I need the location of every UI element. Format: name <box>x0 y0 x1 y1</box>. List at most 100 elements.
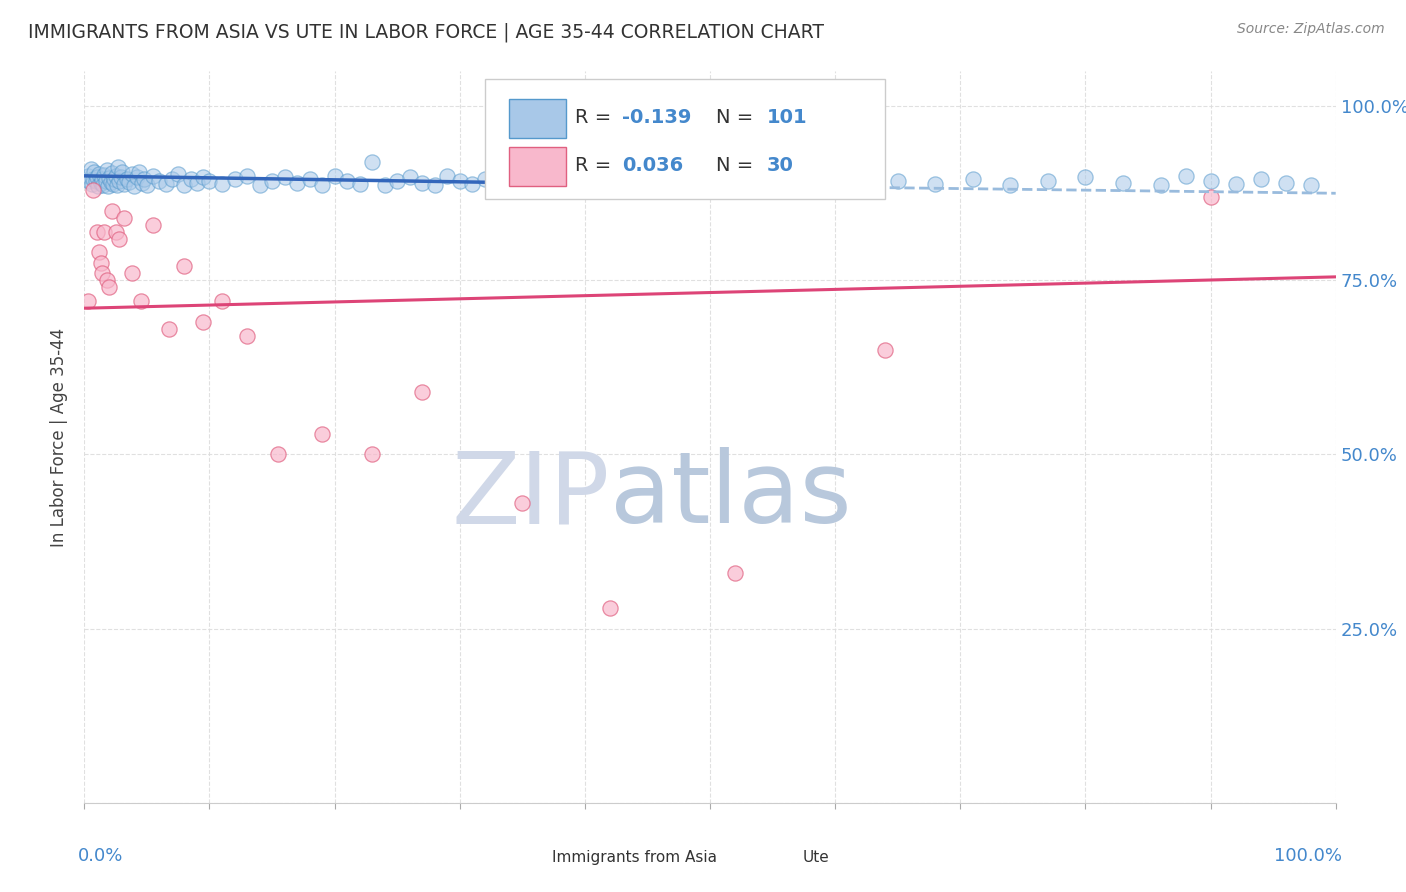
Point <box>180 172 202 186</box>
Point <box>1174 169 1197 183</box>
Point <box>262 174 284 188</box>
Point <box>134 172 156 186</box>
Point <box>599 600 621 615</box>
Point <box>111 165 134 179</box>
Point <box>724 566 747 580</box>
Point <box>411 176 433 190</box>
Text: 0.0%: 0.0% <box>79 847 124 864</box>
Point <box>512 496 534 510</box>
Text: -0.139: -0.139 <box>623 108 692 128</box>
Point <box>108 231 131 245</box>
Point <box>436 169 458 183</box>
Point <box>124 178 146 193</box>
Point <box>1250 172 1272 186</box>
Point <box>924 178 946 192</box>
Point <box>1225 178 1247 192</box>
Point <box>198 174 221 188</box>
Point <box>1199 190 1222 204</box>
Point <box>361 155 384 169</box>
Text: 0.036: 0.036 <box>623 156 683 175</box>
Point <box>323 169 346 183</box>
Point <box>673 174 696 188</box>
Point <box>298 172 321 186</box>
Point <box>374 178 396 192</box>
Point <box>1074 170 1097 185</box>
Point <box>773 178 796 192</box>
Text: 100.0%: 100.0% <box>1274 847 1341 864</box>
Point <box>699 170 721 185</box>
Point <box>89 167 111 181</box>
Point <box>84 174 107 188</box>
Point <box>101 178 124 192</box>
Point <box>1299 178 1322 192</box>
Point <box>112 178 135 192</box>
Text: Source: ZipAtlas.com: Source: ZipAtlas.com <box>1237 22 1385 37</box>
Point <box>101 166 124 180</box>
Point <box>461 178 484 192</box>
Point <box>77 169 100 183</box>
Point <box>449 174 471 188</box>
Point <box>160 171 183 186</box>
Point <box>142 218 165 232</box>
Point <box>385 174 409 188</box>
Point <box>93 168 115 182</box>
Point <box>1199 174 1222 188</box>
Point <box>737 176 759 190</box>
Text: R =: R = <box>575 108 617 128</box>
Point <box>105 178 128 192</box>
Point <box>236 169 259 183</box>
Point <box>110 169 132 184</box>
Point <box>96 163 118 178</box>
Point <box>82 183 104 197</box>
Point <box>887 174 910 188</box>
Point <box>94 174 117 188</box>
Point <box>90 266 112 280</box>
Point <box>103 172 125 186</box>
Point <box>875 343 897 357</box>
Text: atlas: atlas <box>610 447 852 544</box>
Point <box>96 273 118 287</box>
Point <box>91 178 114 192</box>
Point <box>236 329 259 343</box>
Text: IMMIGRANTS FROM ASIA VS UTE IN LABOR FORCE | AGE 35-44 CORRELATION CHART: IMMIGRANTS FROM ASIA VS UTE IN LABOR FOR… <box>28 22 824 42</box>
Point <box>624 176 647 190</box>
Point <box>129 294 152 309</box>
Point <box>285 176 308 190</box>
Point <box>82 172 104 186</box>
Point <box>349 178 371 192</box>
Point <box>1274 176 1296 190</box>
FancyBboxPatch shape <box>485 78 886 200</box>
Point <box>599 172 621 186</box>
Point <box>1112 176 1135 190</box>
Point <box>423 178 446 192</box>
Point <box>98 170 121 185</box>
Point <box>273 170 295 185</box>
Point <box>186 176 208 190</box>
Point <box>361 448 384 462</box>
Y-axis label: In Labor Force | Age 35-44: In Labor Force | Age 35-44 <box>51 327 69 547</box>
Point <box>121 266 143 280</box>
Point <box>97 179 120 194</box>
Point <box>148 174 170 188</box>
Text: N =: N = <box>716 156 759 175</box>
Point <box>474 172 496 186</box>
FancyBboxPatch shape <box>509 99 567 138</box>
Point <box>499 174 522 188</box>
Text: 101: 101 <box>766 108 807 128</box>
Point <box>118 175 141 189</box>
Point <box>86 225 108 239</box>
FancyBboxPatch shape <box>508 843 547 872</box>
Point <box>90 256 112 270</box>
FancyBboxPatch shape <box>758 843 797 872</box>
Point <box>93 225 115 239</box>
Text: R =: R = <box>575 156 617 175</box>
Point <box>108 174 131 188</box>
Point <box>398 170 420 185</box>
Point <box>523 176 546 190</box>
Point <box>849 148 872 162</box>
Point <box>87 178 110 193</box>
Point <box>486 178 509 192</box>
Point <box>561 174 583 188</box>
Point <box>648 178 671 192</box>
Point <box>224 172 246 186</box>
